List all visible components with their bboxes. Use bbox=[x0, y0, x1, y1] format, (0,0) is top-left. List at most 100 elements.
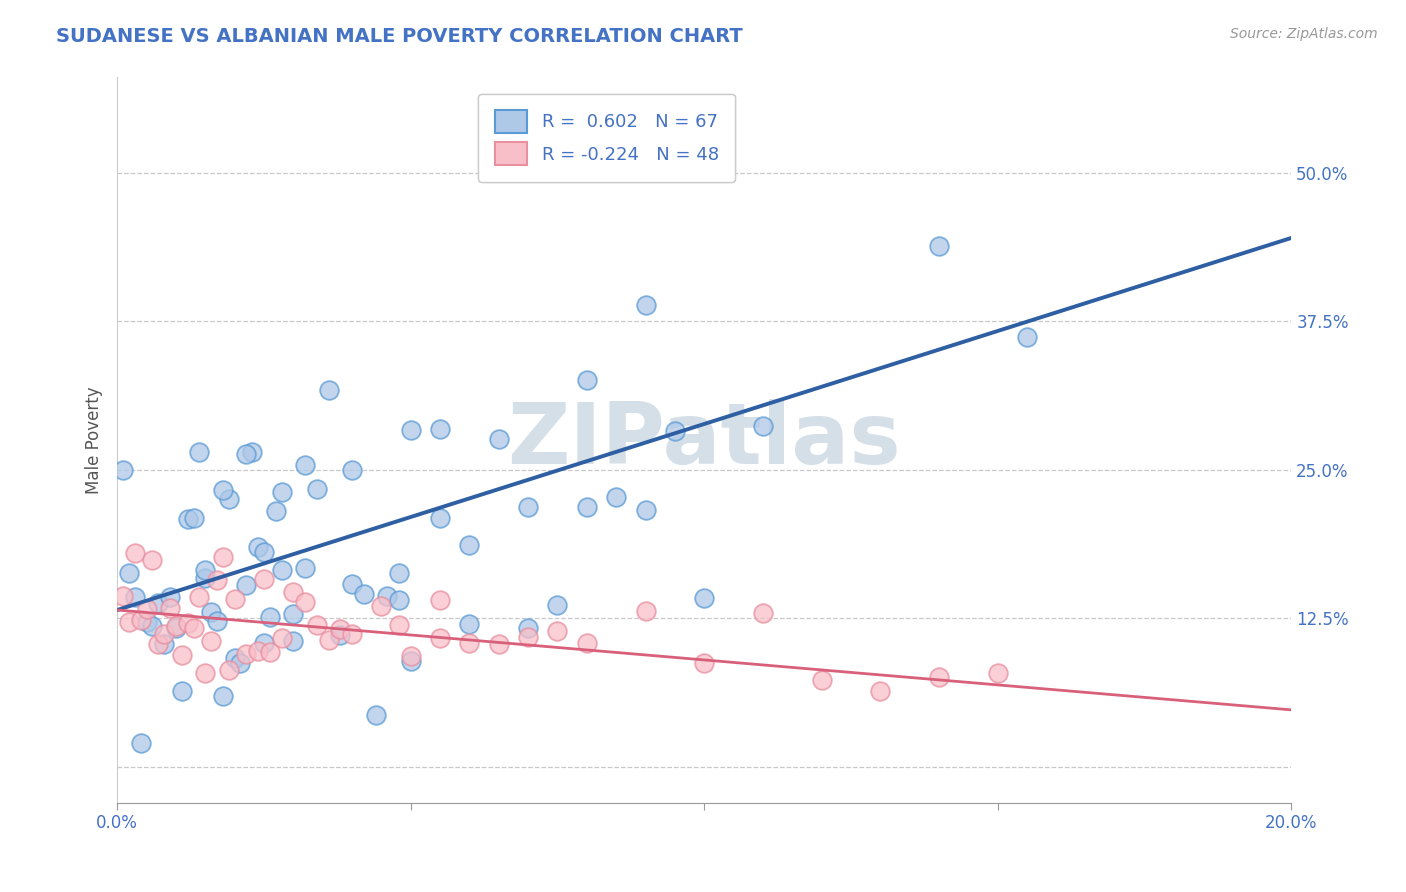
Point bbox=[664, 424, 686, 438]
Point bbox=[752, 606, 775, 620]
Point bbox=[253, 545, 276, 559]
Point bbox=[270, 485, 292, 500]
Point bbox=[212, 550, 235, 565]
Point bbox=[1017, 330, 1039, 344]
Point bbox=[183, 622, 205, 636]
Point bbox=[517, 621, 540, 635]
Point bbox=[294, 561, 316, 575]
Point bbox=[170, 684, 193, 698]
Point bbox=[176, 615, 198, 630]
Point bbox=[194, 571, 217, 585]
Point bbox=[634, 603, 657, 617]
Legend: R =  0.602   N = 67, R = -0.224   N = 48: R = 0.602 N = 67, R = -0.224 N = 48 bbox=[478, 94, 735, 182]
Point bbox=[165, 621, 187, 635]
Point bbox=[141, 553, 163, 567]
Point bbox=[124, 546, 146, 560]
Point bbox=[153, 626, 176, 640]
Point bbox=[124, 590, 146, 604]
Point bbox=[399, 423, 422, 437]
Point bbox=[517, 630, 540, 644]
Point bbox=[170, 648, 193, 663]
Point bbox=[205, 573, 228, 587]
Point bbox=[148, 596, 170, 610]
Point bbox=[388, 566, 411, 580]
Point bbox=[294, 458, 316, 472]
Point bbox=[429, 592, 451, 607]
Point bbox=[188, 445, 211, 459]
Point bbox=[247, 540, 270, 554]
Point bbox=[388, 592, 411, 607]
Point bbox=[270, 631, 292, 645]
Point bbox=[194, 563, 217, 577]
Point bbox=[693, 656, 716, 670]
Point bbox=[183, 510, 205, 524]
Point bbox=[318, 633, 340, 648]
Point bbox=[259, 645, 281, 659]
Point bbox=[212, 483, 235, 497]
Point bbox=[399, 654, 422, 668]
Point bbox=[693, 591, 716, 605]
Point bbox=[429, 511, 451, 525]
Point bbox=[153, 636, 176, 650]
Point bbox=[283, 584, 305, 599]
Point bbox=[329, 622, 352, 636]
Point bbox=[547, 598, 569, 612]
Point bbox=[370, 599, 392, 613]
Point bbox=[194, 665, 217, 680]
Point bbox=[235, 647, 257, 661]
Point bbox=[212, 689, 235, 703]
Point bbox=[340, 626, 363, 640]
Point bbox=[634, 503, 657, 517]
Point bbox=[575, 636, 598, 650]
Point bbox=[118, 615, 141, 629]
Point bbox=[112, 463, 135, 477]
Text: SUDANESE VS ALBANIAN MALE POVERTY CORRELATION CHART: SUDANESE VS ALBANIAN MALE POVERTY CORREL… bbox=[56, 27, 742, 45]
Text: Source: ZipAtlas.com: Source: ZipAtlas.com bbox=[1230, 27, 1378, 41]
Point bbox=[205, 614, 228, 628]
Point bbox=[224, 651, 246, 665]
Point bbox=[235, 578, 257, 592]
Point bbox=[118, 566, 141, 580]
Y-axis label: Male Poverty: Male Poverty bbox=[86, 386, 103, 494]
Point bbox=[135, 602, 157, 616]
Point bbox=[200, 634, 222, 648]
Point bbox=[135, 615, 157, 629]
Point bbox=[605, 491, 627, 505]
Point bbox=[375, 589, 398, 603]
Point bbox=[305, 482, 328, 496]
Text: ZIPatlas: ZIPatlas bbox=[508, 399, 901, 482]
Point bbox=[159, 590, 181, 604]
Point bbox=[240, 445, 263, 459]
Point bbox=[270, 563, 292, 577]
Point bbox=[488, 432, 510, 446]
Point bbox=[305, 618, 328, 632]
Point bbox=[488, 637, 510, 651]
Point bbox=[340, 463, 363, 477]
Point bbox=[458, 616, 481, 631]
Point bbox=[218, 491, 240, 506]
Point bbox=[634, 298, 657, 312]
Point bbox=[517, 500, 540, 515]
Point bbox=[129, 736, 152, 750]
Point bbox=[283, 633, 305, 648]
Point bbox=[112, 589, 135, 603]
Point bbox=[987, 666, 1010, 681]
Point bbox=[575, 500, 598, 515]
Point bbox=[353, 587, 375, 601]
Point bbox=[752, 419, 775, 434]
Point bbox=[340, 577, 363, 591]
Point bbox=[247, 643, 270, 657]
Point bbox=[547, 624, 569, 638]
Point bbox=[229, 656, 252, 670]
Point bbox=[810, 673, 832, 687]
Point bbox=[869, 683, 891, 698]
Point bbox=[253, 635, 276, 649]
Point bbox=[218, 663, 240, 677]
Point bbox=[928, 669, 950, 683]
Point bbox=[165, 619, 187, 633]
Point bbox=[264, 504, 287, 518]
Point bbox=[148, 637, 170, 651]
Point bbox=[235, 447, 257, 461]
Point bbox=[458, 636, 481, 650]
Point bbox=[259, 609, 281, 624]
